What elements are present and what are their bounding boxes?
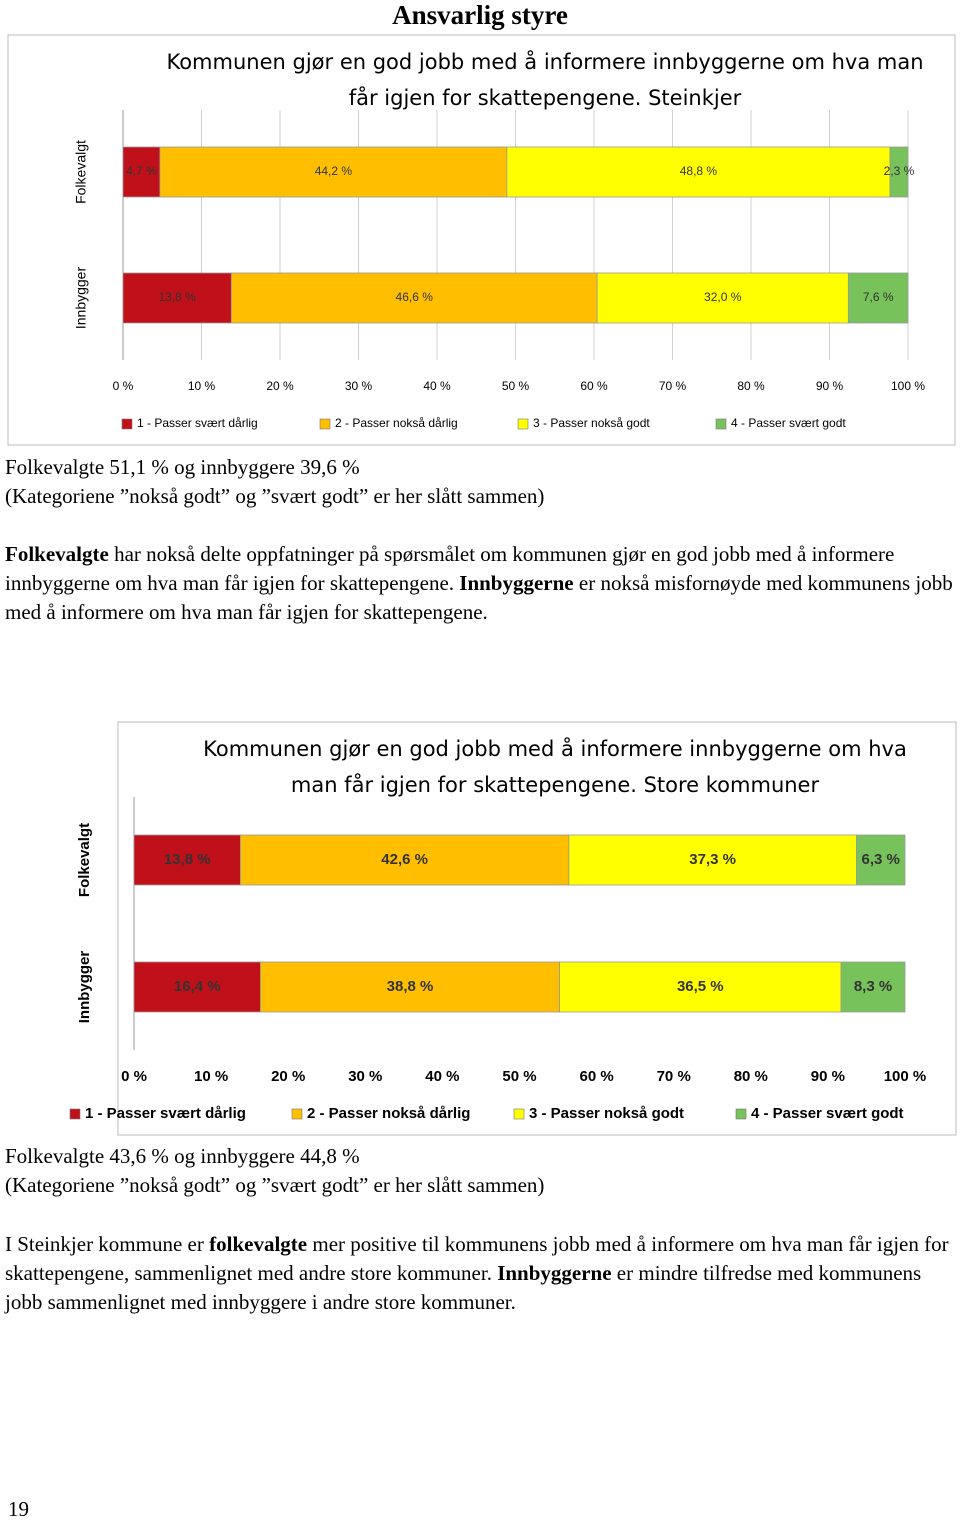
chart-title: Kommunen gjør en god jobb med å informer… xyxy=(203,737,907,797)
bar-segment xyxy=(856,834,906,886)
bar-segment xyxy=(239,834,570,886)
bar-segment xyxy=(159,146,508,198)
x-tick-label: 50 % xyxy=(502,1068,536,1085)
x-tick-label: 10 % xyxy=(188,379,216,393)
x-tick-label: 80 % xyxy=(737,379,765,393)
legend-label: 2 - Passer nokså dårlig xyxy=(335,416,458,430)
text-run: Innbyggerne xyxy=(459,571,574,595)
value-label: 7,6 % xyxy=(863,290,894,304)
x-tick-label: 0 % xyxy=(121,1068,147,1085)
text-run: mer positive til kommunens jobb med å in… xyxy=(5,1232,949,1285)
paragraph: I Steinkjer kommune er folkevalgte mer p… xyxy=(5,1230,960,1317)
x-tick-label: 80 % xyxy=(734,1068,768,1085)
summary-line: (Kategoriene ”nokså godt” og ”svært godt… xyxy=(5,1173,545,1197)
x-tick-label: 60 % xyxy=(580,379,608,393)
legend-swatch xyxy=(517,418,529,430)
bar-segment xyxy=(889,146,909,198)
summary-line: Folkevalgte 43,6 % og innbyggere 44,8 % xyxy=(5,1144,360,1168)
x-tick-label: 30 % xyxy=(348,1068,382,1085)
chart-title: Kommunen gjør en god jobb med å informer… xyxy=(166,50,924,110)
legend-swatch xyxy=(319,418,331,430)
page-number: 19 xyxy=(8,1497,29,1521)
legend-swatch xyxy=(69,1108,81,1120)
bar-segment xyxy=(847,272,909,324)
legend-swatch xyxy=(291,1108,303,1120)
summary-line: Folkevalgte 51,1 % og innbyggere 39,6 % xyxy=(5,455,360,479)
text-run: er mindre tilfredse med kommunens jobb s… xyxy=(5,1261,922,1314)
chart-frame xyxy=(7,34,956,446)
value-label: 42,6 % xyxy=(381,851,428,868)
value-label: 37,3 % xyxy=(689,851,736,868)
legend-label: 4 - Passer svært godt xyxy=(751,1105,904,1122)
x-tick-label: 60 % xyxy=(579,1068,613,1085)
x-tick-label: 100 % xyxy=(891,379,925,393)
legend-label: 1 - Passer svært dårlig xyxy=(137,416,258,430)
text-run: Innbyggerne xyxy=(497,1261,612,1285)
legend-swatch xyxy=(735,1108,747,1120)
value-label: 4,7 % xyxy=(126,164,157,178)
bar-segment xyxy=(596,272,849,324)
value-label: 36,5 % xyxy=(677,978,724,995)
legend-label: 3 - Passer nokså godt xyxy=(529,1105,684,1122)
x-tick-label: 70 % xyxy=(659,379,687,393)
bar-segment xyxy=(133,961,261,1013)
value-label: 13,8 % xyxy=(158,290,196,304)
text-run: Folkevalgte xyxy=(5,542,109,566)
bar-segment xyxy=(506,146,891,198)
legend-label: 1 - Passer svært dårlig xyxy=(85,1105,246,1122)
legend-label: 2 - Passer nokså dårlig xyxy=(307,1105,470,1122)
bar-segment xyxy=(568,834,857,886)
value-label: 44,2 % xyxy=(315,164,353,178)
text-run: folkevalgte xyxy=(209,1232,308,1256)
legend-swatch xyxy=(513,1108,525,1120)
x-tick-label: 0 % xyxy=(113,379,134,393)
bar-segment xyxy=(840,961,906,1013)
x-tick-label: 20 % xyxy=(271,1068,305,1085)
category-label: Folkevalgt xyxy=(73,140,89,204)
legend-label: 4 - Passer svært godt xyxy=(731,416,846,430)
bar-segment xyxy=(260,961,560,1013)
legend-label: 3 - Passer nokså godt xyxy=(533,416,650,430)
text-run: er nokså misfornøyde med kommunens jobb … xyxy=(5,571,953,624)
value-label: 32,0 % xyxy=(704,290,742,304)
x-tick-label: 40 % xyxy=(423,379,451,393)
bar-segment xyxy=(122,146,161,198)
paragraph: Folkevalgte har nokså delte oppfatninger… xyxy=(5,540,960,627)
heading: Ansvarlig styre xyxy=(392,0,568,30)
text-run: I Steinkjer kommune er xyxy=(5,1232,210,1256)
x-tick-label: 90 % xyxy=(811,1068,845,1085)
summary-line: (Kategoriene ”nokså godt” og ”svært godt… xyxy=(5,484,545,508)
bar-segment xyxy=(133,834,241,886)
x-tick-label: 10 % xyxy=(194,1068,228,1085)
value-label: 2,3 % xyxy=(884,164,915,178)
legend-swatch xyxy=(715,418,727,430)
x-tick-label: 70 % xyxy=(657,1068,691,1085)
x-tick-label: 90 % xyxy=(816,379,844,393)
x-tick-label: 100 % xyxy=(884,1068,927,1085)
text-run: har nokså delte oppfatninger på spørsmål… xyxy=(5,542,895,595)
category-label: Innbygger xyxy=(73,267,89,330)
value-label: 46,6 % xyxy=(396,290,434,304)
value-label: 16,4 % xyxy=(174,978,221,995)
value-label: 6,3 % xyxy=(862,851,900,868)
x-tick-label: 20 % xyxy=(266,379,294,393)
summary: Folkevalgte 51,1 % og innbyggere 39,6 % … xyxy=(5,453,544,511)
legend-swatch xyxy=(121,418,133,430)
x-tick-label: 40 % xyxy=(425,1068,459,1085)
chart-frame xyxy=(117,721,957,1136)
summary: Folkevalgte 43,6 % og innbyggere 44,8 % … xyxy=(5,1142,544,1200)
category-label: Innbygger xyxy=(76,951,93,1024)
value-label: 8,3 % xyxy=(854,978,892,995)
value-label: 48,8 % xyxy=(680,164,718,178)
x-tick-label: 50 % xyxy=(502,379,530,393)
value-label: 13,8 % xyxy=(164,851,211,868)
x-tick-label: 30 % xyxy=(345,379,373,393)
category-label: Folkevalgt xyxy=(76,823,93,897)
value-label: 38,8 % xyxy=(387,978,434,995)
